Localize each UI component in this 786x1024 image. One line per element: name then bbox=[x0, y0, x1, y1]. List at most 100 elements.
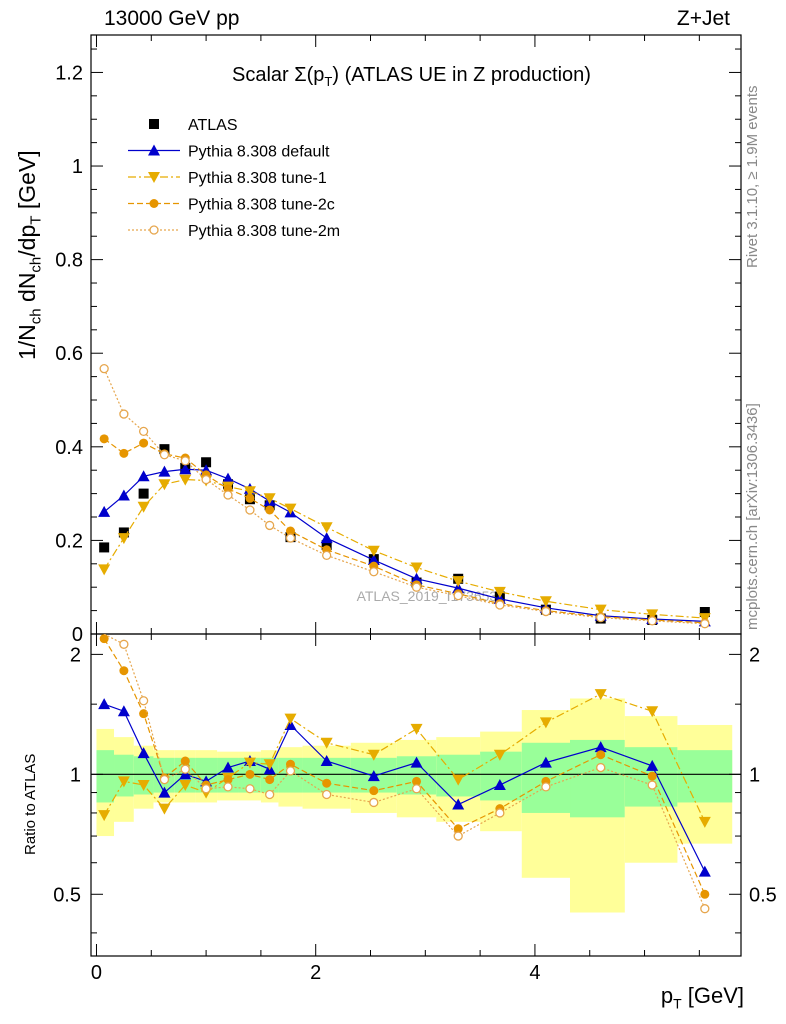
data-point-2 bbox=[646, 609, 659, 621]
ratio-point-2 bbox=[647, 771, 657, 781]
data-point-1 bbox=[452, 582, 465, 594]
mcplots-label: mcplots.cern.ch [arXiv:1306.3436] bbox=[744, 403, 761, 630]
ratio-point-2 bbox=[322, 778, 332, 788]
ratio-point-0 bbox=[452, 798, 465, 810]
data-point-1 bbox=[158, 465, 171, 477]
y-tick-label: 0.4 bbox=[55, 437, 83, 459]
ratio-point-0 bbox=[222, 761, 235, 773]
ratio-point-0 bbox=[137, 747, 150, 759]
data-point-4 bbox=[322, 550, 332, 561]
data-point-2 bbox=[284, 503, 297, 515]
ratio-point-3 bbox=[265, 789, 275, 800]
x-tick-label: 2 bbox=[310, 962, 321, 984]
data-point-2 bbox=[98, 564, 111, 576]
ratio-point-3 bbox=[245, 784, 255, 794]
data-point-4 bbox=[201, 474, 211, 485]
legend-marker-1 bbox=[148, 144, 160, 156]
ratio-point-2 bbox=[700, 889, 710, 899]
ratio-point-0 bbox=[367, 770, 380, 782]
ratio-point-2 bbox=[99, 634, 109, 644]
ratio-point-3 bbox=[541, 782, 551, 792]
data-point-1 bbox=[137, 470, 150, 482]
y-tick-label: 1.2 bbox=[55, 62, 83, 84]
ratio-point-0 bbox=[117, 705, 130, 717]
data-point-0 bbox=[99, 542, 110, 553]
data-point-4 bbox=[369, 567, 379, 577]
legend-marker-3 bbox=[149, 199, 159, 208]
ratio-point-3 bbox=[201, 784, 211, 794]
ratio-point-1 bbox=[594, 689, 607, 701]
ratio-point-1 bbox=[646, 706, 659, 718]
data-point-2 bbox=[452, 576, 465, 588]
ratio-point-2 bbox=[369, 786, 379, 796]
ratio-point-1 bbox=[158, 803, 171, 815]
data-point-0 bbox=[159, 444, 170, 455]
ratio-point-0 bbox=[539, 756, 552, 768]
data-point-4 bbox=[223, 490, 233, 500]
analysis-watermark: ATLAS_2019_I1736531 bbox=[357, 588, 506, 604]
y-tick-label: 0.8 bbox=[55, 250, 83, 272]
y-tick-label: 0.2 bbox=[55, 530, 83, 552]
ratio-point-3 bbox=[322, 789, 332, 800]
ratio-point-0 bbox=[320, 755, 333, 767]
data-point-2 bbox=[539, 596, 552, 608]
data-point-3 bbox=[285, 526, 295, 536]
data-point-3 bbox=[245, 493, 255, 503]
data-point-2 bbox=[243, 486, 256, 498]
data-point-4 bbox=[495, 600, 505, 610]
collision-label: 13000 GeV pp bbox=[104, 7, 240, 30]
data-point-0 bbox=[138, 488, 149, 499]
legend-label-2: Pythia 8.308 tune-1 bbox=[188, 170, 327, 187]
ratio-point-3 bbox=[647, 780, 657, 790]
band-inner bbox=[480, 751, 522, 801]
data-point-1 bbox=[410, 572, 423, 584]
ratio-y-tick-label: 1 bbox=[70, 764, 81, 786]
x-tick-label: 4 bbox=[529, 962, 540, 984]
ratio-point-3 bbox=[596, 762, 606, 773]
ratio-point-3 bbox=[411, 784, 422, 794]
ratio-y-tick-label: 0.5 bbox=[53, 884, 81, 906]
band-inner bbox=[114, 754, 134, 797]
data-point-4 bbox=[285, 533, 296, 543]
data-point-4 bbox=[647, 616, 657, 626]
x-tick-label: 0 bbox=[91, 962, 102, 984]
data-point-2 bbox=[594, 604, 607, 616]
legend-label-3: Pythia 8.308 tune-2c bbox=[188, 197, 335, 214]
ratio-point-3 bbox=[700, 904, 710, 914]
data-point-4 bbox=[159, 450, 170, 460]
data-point-4 bbox=[265, 520, 275, 531]
data-point-3 bbox=[99, 434, 109, 444]
ratio-point-2 bbox=[119, 666, 129, 676]
ratio-y-tick-label-right: 1 bbox=[749, 764, 760, 786]
data-point-4 bbox=[411, 582, 422, 592]
rivet-label: Rivet 3.1.10, ≥ 1.9M events bbox=[744, 85, 761, 269]
band-inner bbox=[96, 750, 115, 803]
data-point-2 bbox=[367, 545, 380, 557]
data-point-4 bbox=[119, 409, 129, 419]
data-point-2 bbox=[117, 533, 130, 545]
legend-label-1: Pythia 8.308 default bbox=[188, 144, 330, 161]
ratio-point-1 bbox=[320, 737, 333, 749]
ratio-point-0 bbox=[410, 756, 423, 768]
ratio-point-0 bbox=[698, 865, 711, 877]
ratio-point-3 bbox=[159, 774, 170, 785]
data-point-3 bbox=[119, 448, 129, 458]
ratio-point-3 bbox=[119, 639, 129, 649]
legend: ATLAS Pythia 8.308 default Pythia 8.308 tu… bbox=[128, 117, 340, 240]
y-axis-label: 1/Nch dNch/dpT [GeV] bbox=[14, 150, 45, 360]
ratio-point-1 bbox=[263, 759, 276, 771]
ratio-point-3 bbox=[180, 764, 190, 774]
data-point-4 bbox=[596, 612, 606, 623]
data-point-4 bbox=[245, 505, 255, 515]
data-point-0 bbox=[118, 527, 129, 538]
chart-title: Scalar Σ(pT) (ATLAS UE in Z production) bbox=[232, 64, 591, 89]
ratio-point-2 bbox=[180, 756, 190, 766]
data-point-2 bbox=[179, 474, 192, 486]
legend-label-0: ATLAS bbox=[188, 117, 238, 134]
ratio-point-1 bbox=[284, 713, 297, 725]
data-point-4 bbox=[99, 364, 109, 374]
ratio-point-1 bbox=[410, 723, 423, 735]
ratio-point-3 bbox=[285, 766, 296, 776]
data-point-2 bbox=[263, 493, 276, 505]
